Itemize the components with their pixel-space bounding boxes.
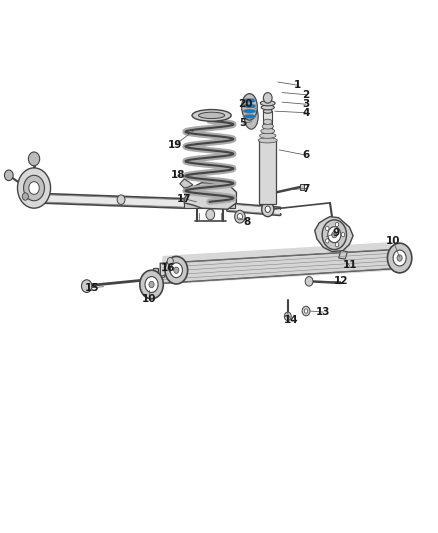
Polygon shape xyxy=(263,111,272,140)
Circle shape xyxy=(117,195,125,205)
Circle shape xyxy=(206,209,215,220)
Circle shape xyxy=(237,214,243,220)
Text: 12: 12 xyxy=(334,276,348,286)
Polygon shape xyxy=(315,216,353,252)
Circle shape xyxy=(167,257,173,265)
Polygon shape xyxy=(162,248,391,278)
Text: 18: 18 xyxy=(170,171,185,180)
Text: 6: 6 xyxy=(302,150,310,160)
Polygon shape xyxy=(153,275,165,280)
Text: 14: 14 xyxy=(283,314,298,325)
Text: 7: 7 xyxy=(302,183,310,193)
Polygon shape xyxy=(162,245,391,275)
Circle shape xyxy=(235,211,245,223)
Text: 16: 16 xyxy=(160,263,175,273)
Text: 11: 11 xyxy=(343,261,357,270)
Polygon shape xyxy=(228,204,280,215)
Ellipse shape xyxy=(242,94,257,120)
Circle shape xyxy=(149,281,154,288)
Polygon shape xyxy=(162,255,391,285)
Circle shape xyxy=(393,250,406,266)
Ellipse shape xyxy=(261,128,275,134)
Polygon shape xyxy=(160,249,394,284)
Circle shape xyxy=(263,93,272,103)
Ellipse shape xyxy=(192,110,231,121)
Circle shape xyxy=(261,202,274,216)
Text: 20: 20 xyxy=(238,99,252,109)
Text: 2: 2 xyxy=(302,90,310,100)
Text: 10: 10 xyxy=(386,236,400,246)
Ellipse shape xyxy=(263,119,272,124)
Polygon shape xyxy=(162,252,391,281)
Ellipse shape xyxy=(243,114,256,118)
Circle shape xyxy=(332,231,337,238)
Polygon shape xyxy=(300,184,304,190)
Ellipse shape xyxy=(259,133,276,139)
Circle shape xyxy=(140,270,163,299)
Circle shape xyxy=(304,309,308,313)
Ellipse shape xyxy=(260,101,275,106)
Polygon shape xyxy=(339,251,347,259)
Circle shape xyxy=(81,280,92,293)
Ellipse shape xyxy=(263,109,272,114)
Circle shape xyxy=(328,227,341,243)
Text: 13: 13 xyxy=(316,307,331,317)
Circle shape xyxy=(305,277,313,286)
Text: 19: 19 xyxy=(168,140,183,150)
Text: 9: 9 xyxy=(333,228,340,238)
Polygon shape xyxy=(153,268,158,290)
Ellipse shape xyxy=(262,124,273,129)
Circle shape xyxy=(265,206,270,213)
Polygon shape xyxy=(184,183,237,209)
Circle shape xyxy=(302,306,310,316)
Text: 5: 5 xyxy=(239,118,247,128)
Circle shape xyxy=(24,175,45,201)
Polygon shape xyxy=(180,179,193,188)
Circle shape xyxy=(322,220,346,249)
Text: 15: 15 xyxy=(85,282,99,293)
Circle shape xyxy=(22,193,28,200)
Polygon shape xyxy=(184,202,235,208)
Circle shape xyxy=(325,239,329,243)
Circle shape xyxy=(28,152,40,166)
Ellipse shape xyxy=(258,138,277,143)
Circle shape xyxy=(335,243,339,247)
Text: 1: 1 xyxy=(294,80,301,90)
Text: 3: 3 xyxy=(302,99,310,109)
Circle shape xyxy=(397,255,402,261)
Circle shape xyxy=(174,267,179,273)
Circle shape xyxy=(29,182,39,195)
Circle shape xyxy=(170,263,183,278)
Polygon shape xyxy=(36,195,184,207)
Ellipse shape xyxy=(243,99,256,103)
Polygon shape xyxy=(21,193,31,201)
Circle shape xyxy=(284,312,291,320)
Ellipse shape xyxy=(198,112,225,118)
Text: 10: 10 xyxy=(142,294,157,304)
Circle shape xyxy=(145,277,158,293)
Polygon shape xyxy=(259,140,276,204)
Ellipse shape xyxy=(243,104,256,108)
Text: 8: 8 xyxy=(244,217,251,227)
Circle shape xyxy=(165,256,187,284)
Ellipse shape xyxy=(261,105,274,110)
Circle shape xyxy=(335,222,339,227)
Polygon shape xyxy=(162,242,391,272)
Circle shape xyxy=(18,168,50,208)
Circle shape xyxy=(388,243,412,273)
Ellipse shape xyxy=(243,109,256,114)
Text: 4: 4 xyxy=(302,108,310,118)
Circle shape xyxy=(4,170,13,181)
Circle shape xyxy=(341,232,345,237)
Circle shape xyxy=(325,227,329,231)
Text: 17: 17 xyxy=(177,193,191,204)
Ellipse shape xyxy=(244,104,258,129)
